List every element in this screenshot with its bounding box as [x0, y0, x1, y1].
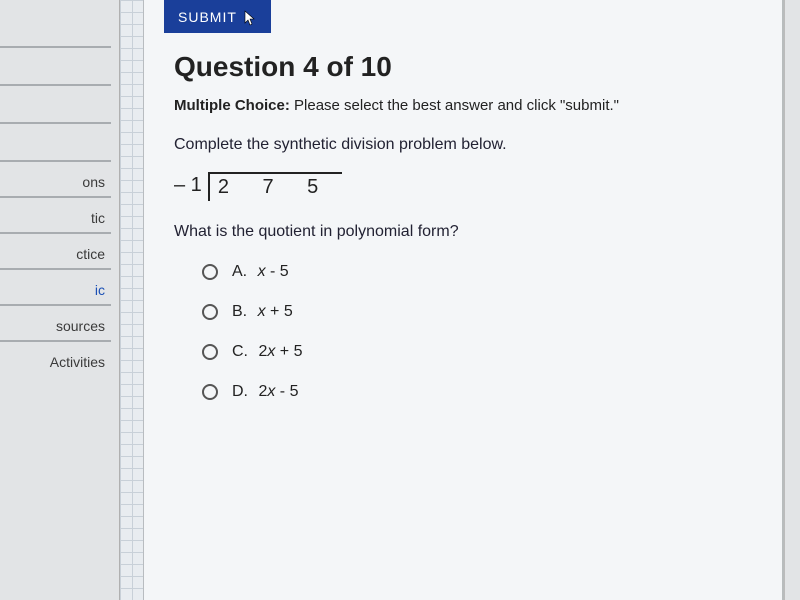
option-a[interactable]: A. x - 5: [202, 263, 752, 281]
radio-icon: [202, 264, 218, 280]
radio-icon: [202, 384, 218, 400]
option-letter: A.: [232, 263, 247, 280]
sidebar-item[interactable]: [0, 86, 111, 124]
sidebar-item[interactable]: [0, 124, 111, 162]
sidebar-item[interactable]: [0, 48, 111, 86]
option-text: x + 5: [258, 303, 293, 320]
option-text: 2x + 5: [258, 343, 302, 360]
sidebar-item[interactable]: ctice: [0, 234, 111, 270]
syn-divisor: – 1: [174, 172, 208, 197]
option-text: x - 5: [258, 263, 289, 280]
option-text: 2x - 5: [258, 383, 298, 400]
sidebar-item-active[interactable]: ic: [0, 270, 111, 306]
prompt-text-2: What is the quotient in polynomial form?: [174, 223, 752, 241]
option-letter: D.: [232, 383, 248, 400]
prompt-text-1: Complete the synthetic division problem …: [174, 136, 752, 154]
option-d[interactable]: D. 2x - 5: [202, 383, 752, 401]
cursor-icon: [241, 10, 257, 31]
option-letter: B.: [232, 303, 247, 320]
sidebar-item[interactable]: ons: [0, 162, 111, 198]
content-wrap: SUBMIT Question 4 of 10 Multiple Choice:…: [120, 0, 800, 600]
options-list: A. x - 5 B. x + 5 C. 2x + 5 D. 2x - 5: [174, 263, 752, 401]
radio-icon: [202, 344, 218, 360]
sidebar-item[interactable]: Activities: [0, 342, 111, 376]
sidebar-item[interactable]: tic: [0, 198, 111, 234]
mc-text: Please select the best answer and click …: [290, 97, 619, 114]
grid-gutter: [120, 0, 144, 600]
sidebar-item[interactable]: sources: [0, 306, 111, 342]
submit-label: SUBMIT: [178, 9, 237, 25]
mc-label: Multiple Choice:: [174, 97, 290, 114]
main-panel: SUBMIT Question 4 of 10 Multiple Choice:…: [144, 0, 784, 600]
syn-dividend: 2 7 5: [208, 172, 342, 201]
multiple-choice-instruction: Multiple Choice: Please select the best …: [174, 97, 752, 114]
option-b[interactable]: B. x + 5: [202, 303, 752, 321]
sidebar: ons tic ctice ic sources Activities: [0, 0, 120, 600]
submit-button[interactable]: SUBMIT: [164, 0, 271, 33]
synthetic-division: – 1 2 7 5: [174, 172, 342, 201]
option-letter: C.: [232, 343, 248, 360]
sidebar-item[interactable]: [0, 10, 111, 48]
right-rail: [784, 0, 800, 600]
question-heading: Question 4 of 10: [174, 51, 752, 83]
option-c[interactable]: C. 2x + 5: [202, 343, 752, 361]
radio-icon: [202, 304, 218, 320]
